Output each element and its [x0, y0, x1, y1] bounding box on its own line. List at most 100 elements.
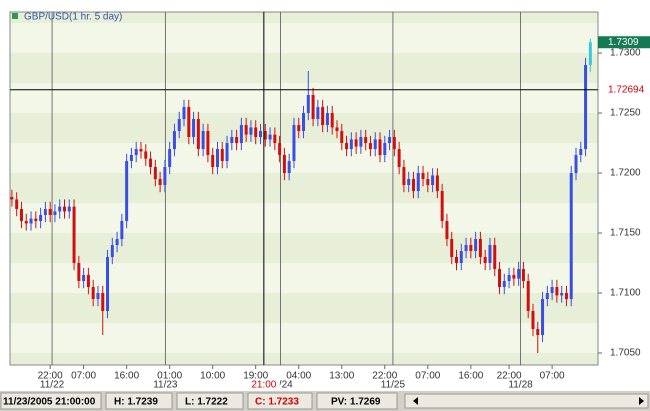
candle-body: [526, 281, 530, 312]
candle-body: [378, 139, 382, 156]
band: [10, 173, 598, 204]
candle-body: [488, 245, 492, 264]
band: [10, 143, 598, 174]
candle-body: [474, 239, 478, 252]
band: [10, 353, 598, 365]
candle-body: [435, 175, 439, 192]
candle-body: [158, 179, 162, 186]
candle-body: [201, 131, 205, 150]
candle-body: [407, 179, 411, 186]
candle-body: [373, 139, 377, 150]
candle-body: [144, 151, 148, 159]
candle-body: [211, 155, 215, 168]
candle-body: [292, 125, 296, 162]
x-tick-label: 16:00: [114, 371, 139, 382]
scroll-left[interactable]: [413, 397, 418, 405]
date-tick-label: 11/24: [268, 380, 293, 391]
candle-body: [34, 218, 38, 222]
candle-body: [325, 113, 329, 126]
x-tick-label: 22:00: [497, 371, 522, 382]
candle-body: [96, 293, 100, 300]
candle-body: [445, 221, 449, 240]
x-tick-label: 01:00: [157, 371, 182, 382]
candle-body: [153, 167, 157, 180]
candle-body: [129, 155, 133, 162]
date-tick-label: 11/25: [381, 380, 406, 391]
candle-body: [139, 149, 143, 152]
candle-body: [278, 143, 282, 156]
status-low: L: 1.7222: [185, 397, 228, 408]
candle-body: [101, 293, 105, 312]
candle-body: [368, 143, 372, 150]
status-cell: [316, 392, 398, 410]
x-tick-label: 07:00: [540, 371, 565, 382]
y-tick-label: 1.7300: [610, 48, 641, 59]
candle-body: [364, 137, 368, 144]
candle-body: [584, 65, 588, 150]
candle-body: [531, 311, 535, 330]
candle-body: [192, 119, 196, 138]
candle-body: [421, 173, 425, 180]
band: [10, 233, 598, 264]
candle-body: [58, 206, 62, 212]
candle-body: [258, 131, 262, 138]
candle-body: [29, 218, 33, 224]
y-tick-label: 1.7150: [610, 228, 641, 239]
candle-body: [440, 191, 444, 222]
status-high: H: 1.7239: [114, 397, 158, 408]
band: [10, 53, 598, 84]
candle-body: [220, 149, 224, 162]
candle-body: [335, 127, 339, 132]
candle-body: [215, 149, 219, 168]
candle-body: [172, 131, 176, 150]
x-tick-label: 22:00: [38, 371, 63, 382]
x-tick-label: 04:00: [286, 371, 311, 382]
candle-body: [388, 137, 392, 144]
status-cell: [0, 392, 102, 410]
band: [10, 23, 598, 54]
candle-body: [311, 95, 315, 120]
candle-body: [431, 175, 435, 186]
candle-body: [149, 158, 153, 168]
candle-body: [579, 149, 583, 156]
candle-body: [555, 287, 559, 296]
plot-frame: [9, 11, 599, 366]
plot-area: [10, 12, 598, 365]
candle-body: [43, 209, 47, 216]
candle-body: [483, 257, 487, 264]
scrollbar[interactable]: [404, 393, 649, 409]
x-tick-label: 10:00: [200, 371, 225, 382]
candle-body: [273, 134, 277, 144]
status-cell: [105, 392, 173, 410]
candle-body: [569, 173, 573, 300]
x-tick-label: 19:00: [243, 371, 268, 382]
candle-body: [268, 134, 272, 140]
candle-body: [383, 143, 387, 156]
candle-body: [359, 137, 363, 147]
candle-body: [330, 113, 334, 128]
candle-body: [306, 95, 310, 114]
crosshair-y-label: 1.72694: [608, 84, 645, 95]
candle-body: [24, 221, 28, 224]
status-pivot: PV: 1.7269: [331, 397, 381, 408]
status-datetime: 11/23/2005 21:00:00: [3, 397, 96, 408]
candle-body: [564, 293, 568, 300]
legend-icon: [12, 13, 18, 19]
y-tick-label: 1.7250: [610, 108, 641, 119]
y-tick-label: 1.7200: [610, 168, 641, 179]
candle-body: [454, 257, 458, 264]
candle-body: [411, 179, 415, 192]
last-price-tag: [598, 36, 650, 49]
candle-body: [48, 209, 52, 216]
candle-body: [15, 199, 19, 210]
scroll-right[interactable]: [639, 397, 644, 405]
status-bar: 11/23/2005 21:00:00 H: 1.7239 L: 1.7222 …: [0, 391, 650, 411]
candle-body: [392, 137, 396, 150]
date-tick-label: 11/22: [40, 380, 65, 391]
candle-body: [521, 269, 525, 282]
candle-body: [115, 239, 119, 246]
band: [10, 12, 598, 24]
candle-body: [297, 125, 301, 132]
candle-body: [187, 107, 191, 138]
candle-body: [397, 149, 401, 168]
